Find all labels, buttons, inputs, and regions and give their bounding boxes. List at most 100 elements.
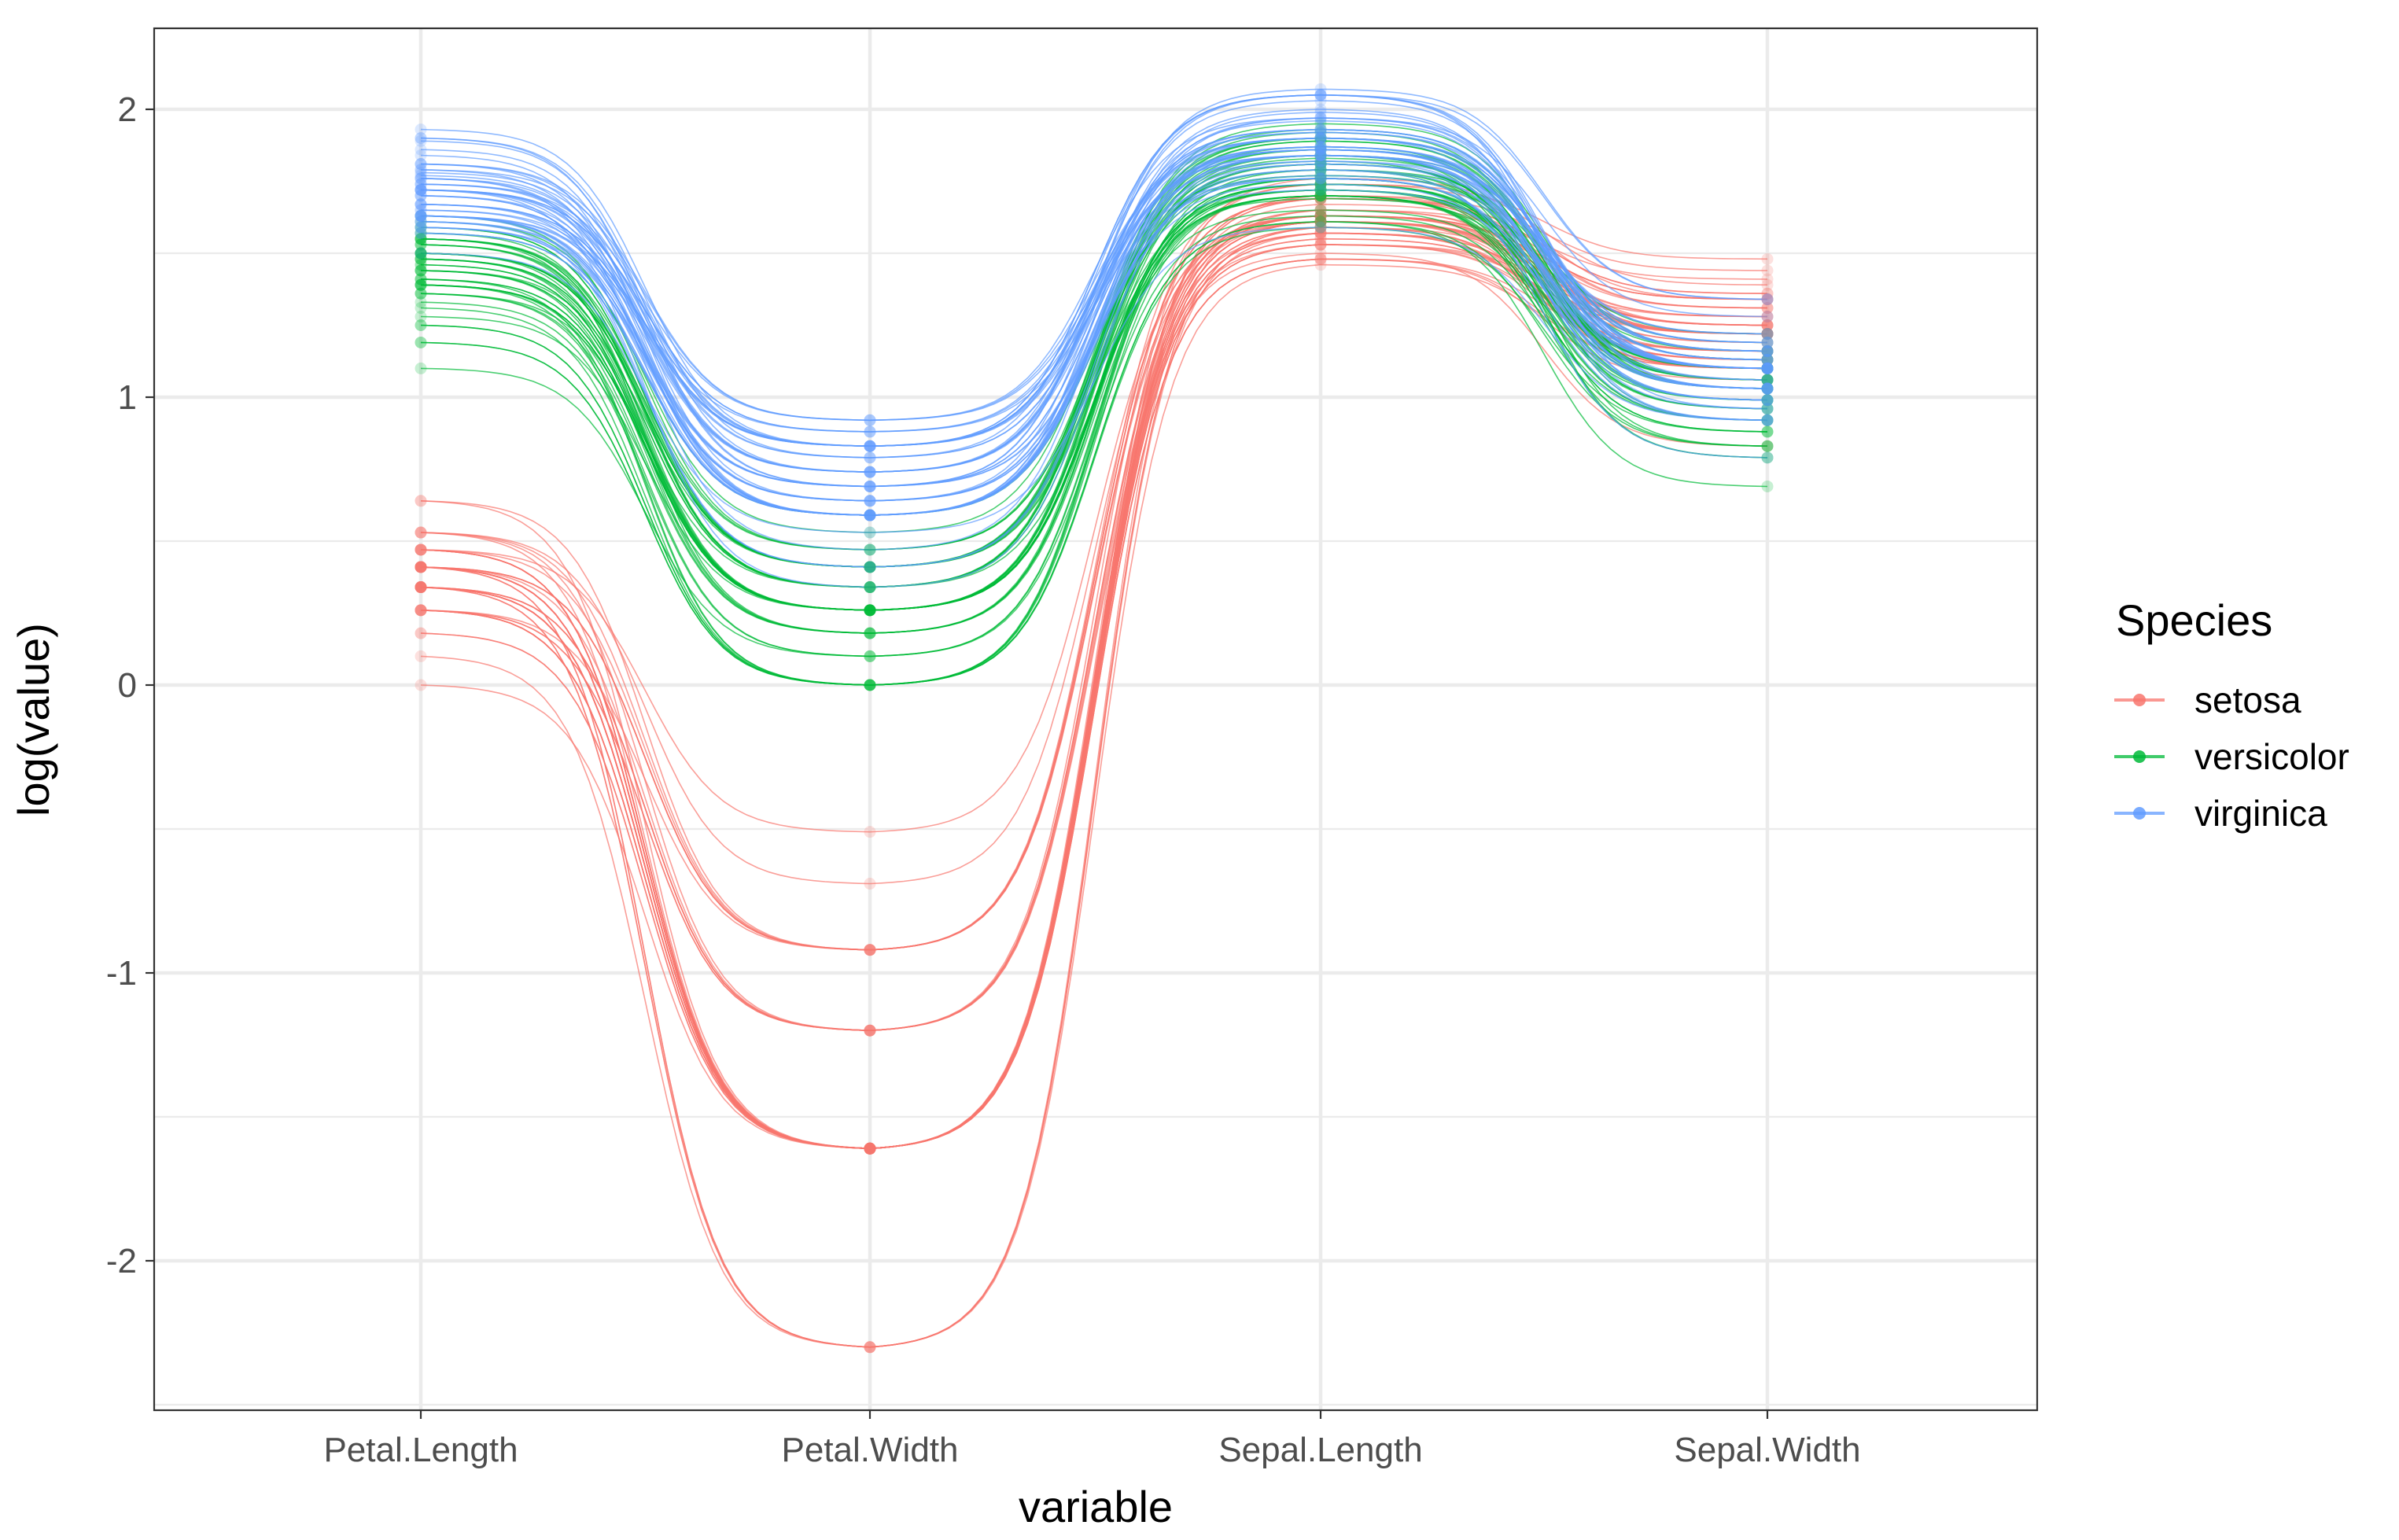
- point-virginica: [1314, 158, 1327, 171]
- point-versicolor: [864, 604, 876, 617]
- point-virginica: [864, 561, 876, 573]
- point-versicolor: [1761, 414, 1774, 426]
- point-setosa: [1314, 216, 1327, 228]
- y-tick-label: -2: [106, 1242, 137, 1280]
- point-virginica: [415, 216, 427, 228]
- point-setosa: [864, 1142, 876, 1155]
- point-setosa: [1314, 227, 1327, 239]
- point-versicolor: [1314, 143, 1327, 156]
- point-setosa: [864, 944, 876, 956]
- point-versicolor: [864, 650, 876, 662]
- point-versicolor: [1314, 149, 1327, 162]
- line-virginica-7: [420, 111, 1768, 516]
- point-setosa: [1314, 216, 1327, 228]
- point-setosa: [415, 581, 427, 594]
- point-virginica: [1314, 112, 1327, 124]
- point-virginica: [1761, 382, 1774, 395]
- point-setosa: [1314, 221, 1327, 234]
- legend-title: Species: [2116, 595, 2272, 645]
- point-setosa: [1761, 344, 1774, 357]
- point-setosa: [415, 604, 427, 617]
- point-virginica: [864, 495, 876, 507]
- point-setosa: [864, 1142, 876, 1155]
- series-lines: [420, 88, 1768, 1348]
- point-setosa: [1761, 353, 1774, 366]
- point-virginica: [1314, 141, 1327, 153]
- point-virginica: [1314, 132, 1327, 145]
- point-setosa: [415, 543, 427, 556]
- line-virginica-17: [420, 94, 1768, 459]
- point-versicolor: [1314, 169, 1327, 182]
- point-setosa: [1314, 172, 1327, 185]
- point-setosa: [1314, 221, 1327, 234]
- point-virginica: [1761, 403, 1774, 415]
- point-versicolor: [1314, 183, 1327, 196]
- point-virginica: [1314, 169, 1327, 182]
- point-versicolor: [415, 221, 427, 234]
- point-versicolor: [1314, 126, 1327, 138]
- point-virginica: [415, 190, 427, 202]
- point-versicolor: [1761, 403, 1774, 415]
- point-virginica: [1761, 362, 1774, 374]
- point-virginica: [864, 426, 876, 438]
- point-virginica: [864, 509, 876, 521]
- legend-label: versicolor: [2194, 736, 2349, 777]
- point-versicolor: [1314, 221, 1327, 234]
- point-setosa: [1314, 209, 1327, 222]
- point-setosa: [1761, 362, 1774, 374]
- point-virginica: [415, 216, 427, 228]
- point-setosa: [864, 1142, 876, 1155]
- point-setosa: [864, 1142, 876, 1155]
- point-versicolor: [1761, 382, 1774, 395]
- series-points: [415, 83, 1774, 1354]
- point-virginica: [864, 495, 876, 507]
- point-setosa: [1314, 192, 1327, 204]
- point-virginica: [864, 414, 876, 426]
- point-versicolor: [415, 296, 427, 308]
- point-versicolor: [864, 650, 876, 662]
- point-versicolor: [1761, 426, 1774, 438]
- point-virginica: [1761, 394, 1774, 407]
- point-setosa: [864, 1341, 876, 1354]
- y-tick-label: 1: [118, 378, 137, 417]
- point-versicolor: [1314, 172, 1327, 185]
- point-versicolor: [415, 233, 427, 245]
- point-virginica: [1314, 89, 1327, 101]
- point-virginica: [1761, 382, 1774, 395]
- point-setosa: [1761, 287, 1774, 300]
- point-versicolor: [415, 233, 427, 245]
- point-versicolor: [415, 302, 427, 315]
- point-setosa: [1314, 192, 1327, 204]
- point-versicolor: [1314, 158, 1327, 171]
- point-virginica: [864, 509, 876, 521]
- point-setosa: [1761, 319, 1774, 331]
- point-versicolor: [864, 561, 876, 573]
- point-virginica: [1314, 149, 1327, 162]
- point-setosa: [864, 1341, 876, 1354]
- point-setosa: [1761, 362, 1774, 374]
- line-virginica-41: [420, 128, 1768, 448]
- point-versicolor: [864, 581, 876, 594]
- point-setosa: [1314, 216, 1327, 228]
- line-virginica-43: [420, 131, 1768, 448]
- line-virginica-42: [420, 177, 1768, 502]
- point-versicolor: [415, 259, 427, 271]
- point-setosa: [415, 581, 427, 594]
- point-setosa: [415, 581, 427, 594]
- point-versicolor: [1761, 440, 1774, 452]
- line-virginica-40: [420, 137, 1768, 433]
- point-virginica: [415, 164, 427, 176]
- point-versicolor: [864, 627, 876, 639]
- point-virginica: [1314, 132, 1327, 145]
- point-virginica: [1761, 382, 1774, 395]
- point-setosa: [1314, 238, 1327, 251]
- point-setosa: [864, 1142, 876, 1155]
- point-virginica: [1314, 149, 1327, 162]
- point-virginica: [1761, 336, 1774, 348]
- point-versicolor: [1314, 183, 1327, 196]
- point-virginica: [1761, 382, 1774, 395]
- point-virginica: [415, 204, 427, 216]
- line-virginica-37: [420, 149, 1768, 516]
- point-virginica: [864, 466, 876, 478]
- point-setosa: [415, 561, 427, 573]
